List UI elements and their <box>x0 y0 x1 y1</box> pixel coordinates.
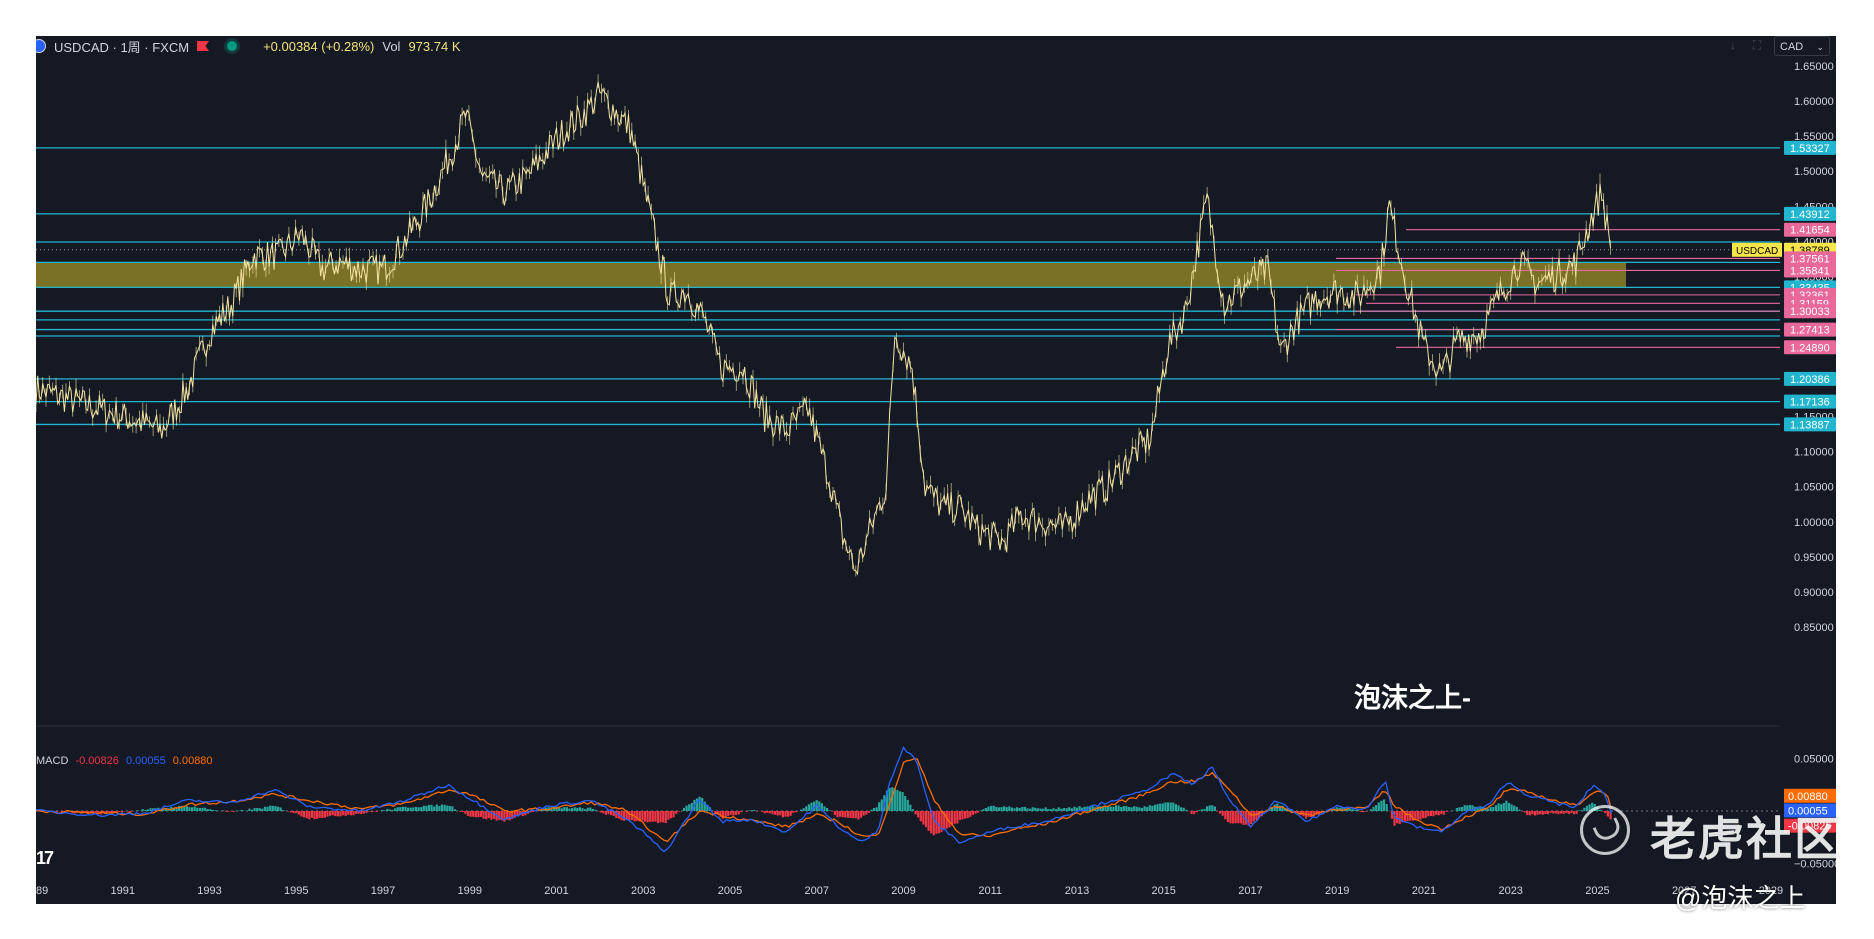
price-label-text: 1.43912 <box>1790 209 1830 221</box>
x-tick-label: 2009 <box>891 885 915 897</box>
symbol-tag-text: USDCAD <box>1736 246 1778 257</box>
x-tick-label: 2021 <box>1412 885 1436 897</box>
price-label-box-14 <box>1784 417 1836 432</box>
chevron-down-icon: ⌄ <box>1816 42 1824 52</box>
y-tick-label: 0.95000 <box>1794 552 1834 564</box>
price-label-text: 1.35841 <box>1790 265 1830 277</box>
x-tick-label: 1989 <box>36 885 48 897</box>
symbol-title[interactable]: USDCAD · 1周 · FXCM <box>54 39 190 55</box>
volume-value: 973.74 K <box>408 38 461 54</box>
x-tick-label: 1997 <box>371 885 395 897</box>
price-label-box-10 <box>1784 322 1836 337</box>
x-tick-label: 2013 <box>1065 885 1089 897</box>
macd-legend-hist: -0.00826 <box>75 755 119 767</box>
macd-value-tag-box <box>1784 788 1836 803</box>
price-label-box-5 <box>1784 263 1836 278</box>
price-label-text: 1.24890 <box>1790 342 1830 354</box>
x-tick-label: 2005 <box>718 885 742 897</box>
y-tick-label: 1.60000 <box>1794 96 1834 108</box>
tiger-community-logo-icon <box>1580 805 1630 855</box>
x-tick-label: 2001 <box>544 885 568 897</box>
macd-line <box>36 746 1612 853</box>
support-resistance-zone <box>36 262 1626 288</box>
x-tick-label: 2017 <box>1238 885 1262 897</box>
symbol-tag-box <box>1732 242 1782 257</box>
author-handle: @泡沫之上 <box>1675 883 1806 913</box>
price-label-text: 1.13887 <box>1790 419 1830 431</box>
y-tick-label: 0.85000 <box>1794 622 1834 634</box>
x-tick-label: 2025 <box>1585 885 1609 897</box>
price-label-box-13 <box>1784 394 1836 409</box>
y-tick-label: 1.05000 <box>1794 482 1834 494</box>
macd-value-tag-box <box>1784 803 1836 818</box>
price-label-box-11 <box>1784 340 1836 355</box>
price-change: +0.00384 (+0.28%) <box>263 38 375 54</box>
macd-legend[interactable]: MACD -0.00826 0.00055 0.00880 <box>36 755 213 767</box>
x-tick-label: 2007 <box>804 885 828 897</box>
symbol-flag-icon <box>36 39 46 53</box>
x-tick-label: 2023 <box>1498 885 1522 897</box>
x-tick-label: 2029 <box>1759 885 1783 897</box>
macd-legend-name: MACD <box>36 755 69 767</box>
x-tick-label: 2015 <box>1151 885 1175 897</box>
y-tick-label: 0.90000 <box>1794 587 1834 599</box>
price-label-box-12 <box>1784 371 1836 386</box>
macd-histogram-positive <box>36 787 1602 811</box>
symbol-toolbar: USDCAD · 1周 · FXCM +0.00384 (+0.28%) Vol… <box>36 36 461 56</box>
price-label-box-4 <box>1784 251 1836 266</box>
macd-value-tag-box <box>1784 818 1836 833</box>
y-tick-label: 1.10000 <box>1794 447 1834 459</box>
macd-legend-signal: 0.00880 <box>172 755 213 767</box>
price-label-text: 1.20386 <box>1790 374 1830 386</box>
price-line <box>36 81 1611 576</box>
y-tick-label: 1.00000 <box>1794 517 1834 529</box>
volume-label: Vol <box>382 38 401 54</box>
currency-label: CAD <box>1780 41 1804 53</box>
y-tick-label: 1.55000 <box>1794 131 1834 143</box>
tradingview-logo[interactable]: 17 <box>36 848 54 868</box>
signal-line <box>36 758 1612 843</box>
macd-value-tag: 0.00880 <box>1788 791 1828 803</box>
x-tick-label: 1999 <box>457 885 481 897</box>
x-tick-label: 1995 <box>284 885 308 897</box>
price-label-text: 1.53327 <box>1790 143 1830 155</box>
price-label-text: 1.27413 <box>1790 325 1830 337</box>
price-label-box-9 <box>1784 304 1836 319</box>
y-tick-label: 1.50000 <box>1794 166 1834 178</box>
chart-watermark-text: 泡沫之上- <box>1354 683 1471 713</box>
price-bars <box>36 74 1611 577</box>
x-tick-label: 2027 <box>1672 885 1696 897</box>
download-icon[interactable]: ↓ <box>1730 38 1736 52</box>
x-tick-label: 2019 <box>1325 885 1349 897</box>
chart-frame: 0.85000 0.90000 0.95000 1.00000 1.05000 1.100… <box>36 36 1836 904</box>
red-flag-icon[interactable] <box>197 41 210 51</box>
price-label-text: 1.30033 <box>1790 306 1830 318</box>
macd-legend-macd: 0.00055 <box>125 755 166 767</box>
price-label-text: 1.17136 <box>1790 397 1830 409</box>
macd-value-tag: 0.00055 <box>1788 805 1828 817</box>
price-label-box-0 <box>1784 140 1836 155</box>
fullscreen-icon[interactable]: ⛶ <box>1752 38 1762 52</box>
macd-y-tick-label: 0.05000 <box>1794 754 1834 766</box>
x-tick-label: 2003 <box>631 885 655 897</box>
macd-y-tick-label: −0.05000 <box>1794 859 1836 871</box>
price-label-box-2 <box>1784 222 1836 237</box>
y-tick-label: 1.65000 <box>1794 61 1834 73</box>
x-tick-label: 1993 <box>197 885 221 897</box>
price-label-text: 1.41654 <box>1790 225 1830 237</box>
usdcad-chart[interactable]: 0.85000 0.90000 0.95000 1.00000 1.05000 1.100… <box>36 36 1836 904</box>
currency-select[interactable]: CAD ⌄ <box>1774 36 1830 56</box>
market-status-icon <box>227 41 238 51</box>
x-tick-label: 1991 <box>111 885 135 897</box>
price-label-text: 1.37561 <box>1790 253 1830 265</box>
tiger-community-brand: 老虎社区 <box>1650 813 1842 865</box>
price-label-box-1 <box>1784 206 1836 221</box>
x-tick-label: 2011 <box>978 885 1002 897</box>
macd-value-tag: -0.00826 <box>1788 821 1831 833</box>
